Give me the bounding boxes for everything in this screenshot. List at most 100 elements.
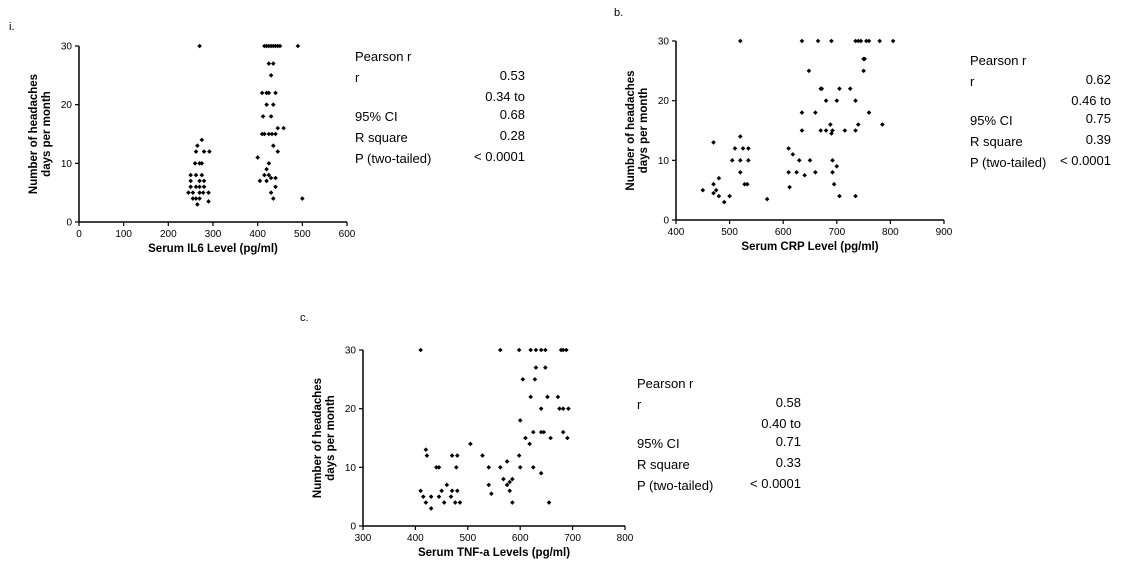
data-point <box>815 38 821 44</box>
p-value: < 0.0001 <box>750 476 801 491</box>
data-point <box>510 476 515 482</box>
data-point <box>543 365 548 370</box>
x-tick-label: 600 <box>512 533 529 544</box>
ci-low: 0.34 to <box>485 89 525 104</box>
data-point <box>273 131 278 137</box>
data-point <box>828 122 833 127</box>
data-point <box>452 500 458 505</box>
data-point <box>716 175 722 181</box>
rsq-label: R square <box>637 457 690 472</box>
data-point <box>538 406 544 411</box>
y-axis-title-line: Number of headaches <box>312 378 324 498</box>
data-point <box>420 494 426 499</box>
data-point <box>271 143 276 149</box>
p-label: P (two-tailed) <box>637 478 714 493</box>
data-point <box>566 406 571 411</box>
p-value: < 0.0001 <box>1060 153 1111 168</box>
data-point <box>866 38 872 44</box>
data-point <box>520 377 526 382</box>
data-point <box>266 131 272 137</box>
data-point <box>799 38 805 44</box>
x-tick-label: 800 <box>617 533 634 544</box>
x-tick-label: 600 <box>339 229 356 240</box>
data-point <box>557 406 562 411</box>
data-point <box>268 175 274 181</box>
data-point <box>281 125 286 131</box>
data-point <box>532 377 538 382</box>
data-point <box>744 181 750 187</box>
ci-value: 0.34 to 0.68 <box>485 88 525 124</box>
data-point <box>510 500 515 505</box>
data-point <box>732 146 738 151</box>
x-tick-label: 200 <box>160 229 177 240</box>
data-point <box>197 196 202 201</box>
data-point <box>423 447 429 453</box>
data-point <box>418 347 423 353</box>
data-point <box>877 38 882 44</box>
data-point <box>863 38 869 44</box>
data-point <box>186 190 191 195</box>
data-point <box>197 43 202 49</box>
data-point <box>271 61 276 66</box>
data-point <box>721 199 727 205</box>
y-tick-label: 20 <box>345 404 357 415</box>
data-point <box>538 347 544 353</box>
y-axis-title-line: Number of headaches <box>28 74 40 194</box>
data-point <box>738 134 743 139</box>
data-point <box>786 146 791 151</box>
data-point <box>266 161 272 166</box>
data-point <box>738 169 743 175</box>
x-tick-label: 500 <box>294 229 311 240</box>
data-point <box>861 68 866 74</box>
data-point <box>548 435 553 441</box>
data-point <box>802 172 807 178</box>
data-point <box>257 178 263 184</box>
data-point <box>560 429 566 435</box>
data-point <box>273 184 278 190</box>
rsq-value: 0.39 <box>1085 132 1111 147</box>
data-point <box>799 110 805 115</box>
r-value: 0.58 <box>775 395 801 410</box>
ci-value: 0.40 to 0.71 <box>761 415 801 451</box>
data-point <box>266 90 272 96</box>
x-axis-title: Serum TNF-a Levels (pg/ml) <box>418 547 570 559</box>
data-point <box>273 90 278 96</box>
data-point <box>266 61 272 66</box>
data-point <box>271 102 276 107</box>
data-point <box>507 479 513 485</box>
data-point <box>565 435 570 441</box>
x-axis-title: Serum CRP Level (pg/ml) <box>741 241 878 253</box>
data-point <box>441 500 447 505</box>
data-point <box>300 196 305 201</box>
data-point <box>806 68 812 74</box>
data-point <box>193 184 199 190</box>
data-point <box>834 164 840 169</box>
data-point <box>193 172 199 178</box>
data-point <box>829 38 834 44</box>
data-point <box>501 476 506 482</box>
data-point <box>516 347 522 353</box>
data-point <box>197 184 202 190</box>
data-point <box>830 158 835 163</box>
y-axis-title-line: days per month <box>638 88 650 174</box>
x-axis-title: Serum IL6 Level (pg/ml) <box>148 243 278 255</box>
data-point <box>453 465 459 470</box>
data-point <box>813 110 818 115</box>
data-point <box>480 453 485 458</box>
data-point <box>545 394 550 400</box>
data-point <box>264 166 269 172</box>
x-tick-label: 400 <box>407 533 424 544</box>
data-point <box>823 128 829 133</box>
data-point <box>486 482 492 488</box>
data-point <box>195 202 200 207</box>
data-point <box>738 158 743 163</box>
data-point <box>813 169 818 175</box>
data-point <box>517 465 523 470</box>
y-tick-label: 30 <box>658 37 670 48</box>
data-point <box>538 429 544 435</box>
data-point <box>711 140 716 145</box>
data-point <box>449 488 455 494</box>
data-point <box>890 38 896 44</box>
data-point <box>746 158 751 163</box>
p-label: P (two-tailed) <box>355 151 432 166</box>
